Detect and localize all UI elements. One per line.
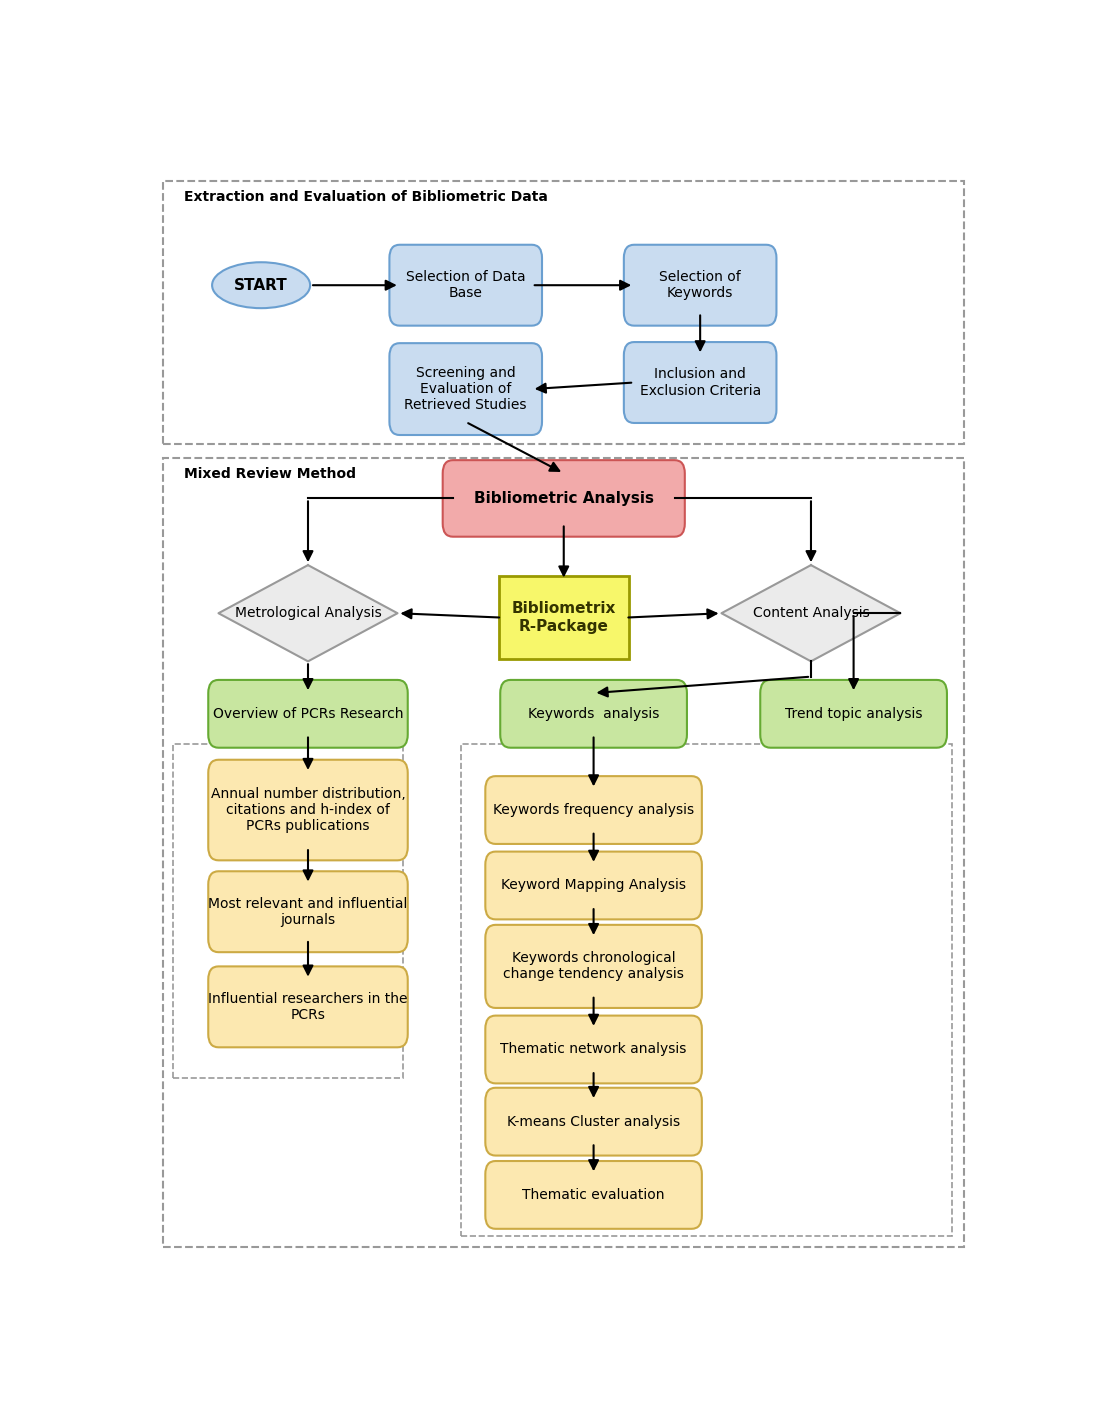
Ellipse shape [212,263,310,308]
Polygon shape [722,565,901,662]
FancyBboxPatch shape [760,680,947,748]
Bar [163,182,965,443]
FancyBboxPatch shape [485,924,702,1008]
Text: Extraction and Evaluation of Bibliometric Data: Extraction and Evaluation of Bibliometri… [185,190,548,204]
Text: Trend topic analysis: Trend topic analysis [785,707,922,721]
FancyBboxPatch shape [208,872,408,953]
Text: Bibliometrix
R-Package: Bibliometrix R-Package [512,602,616,633]
FancyBboxPatch shape [208,760,408,861]
Text: Influential researchers in the
PCRs: Influential researchers in the PCRs [208,991,408,1022]
Text: Keyword Mapping Analysis: Keyword Mapping Analysis [502,879,686,893]
Text: Thematic evaluation: Thematic evaluation [522,1189,664,1201]
FancyBboxPatch shape [485,1015,702,1083]
Bar [462,744,952,1237]
Text: Keywords  analysis: Keywords analysis [528,707,659,721]
Text: Most relevant and influential
journals: Most relevant and influential journals [208,896,408,927]
Text: Thematic network analysis: Thematic network analysis [500,1042,686,1056]
Text: Selection of Data
Base: Selection of Data Base [406,270,526,300]
FancyBboxPatch shape [208,967,408,1048]
Text: Overview of PCRs Research: Overview of PCRs Research [212,707,404,721]
FancyBboxPatch shape [442,460,685,537]
Text: Screening and
Evaluation of
Retrieved Studies: Screening and Evaluation of Retrieved St… [405,366,527,412]
Text: Keywords frequency analysis: Keywords frequency analysis [493,804,694,816]
Text: Bibliometric Analysis: Bibliometric Analysis [474,491,653,506]
Text: Metrological Analysis: Metrological Analysis [234,606,382,621]
Text: Mixed Review Method: Mixed Review Method [185,467,356,481]
FancyBboxPatch shape [485,1162,702,1228]
Text: K-means Cluster analysis: K-means Cluster analysis [507,1115,680,1129]
FancyBboxPatch shape [389,344,542,435]
FancyBboxPatch shape [485,777,702,843]
Bar [174,744,404,1078]
Text: Keywords chronological
change tendency analysis: Keywords chronological change tendency a… [503,951,684,981]
Bar [163,459,965,1247]
Text: Inclusion and
Exclusion Criteria: Inclusion and Exclusion Criteria [639,368,761,398]
FancyBboxPatch shape [500,680,686,748]
FancyBboxPatch shape [498,577,629,659]
Text: START: START [234,278,288,293]
Polygon shape [219,565,397,662]
FancyBboxPatch shape [485,1088,702,1156]
FancyBboxPatch shape [624,244,777,325]
FancyBboxPatch shape [624,342,777,423]
Text: Content Analysis: Content Analysis [752,606,869,621]
Text: Annual number distribution,
citations and h-index of
PCRs publications: Annual number distribution, citations an… [210,787,406,834]
FancyBboxPatch shape [485,852,702,919]
FancyBboxPatch shape [208,680,408,748]
Text: Selection of
Keywords: Selection of Keywords [659,270,741,300]
FancyBboxPatch shape [389,244,542,325]
